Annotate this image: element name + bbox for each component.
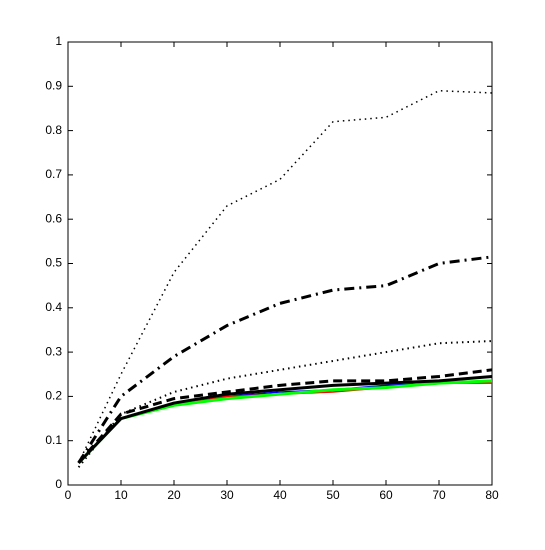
y-tick-label: 0.6 xyxy=(45,211,62,225)
x-tick-label: 60 xyxy=(379,488,393,502)
y-tick-label: 0.2 xyxy=(45,389,62,403)
y-tick-label: 0 xyxy=(55,477,62,491)
y-tick-label: 0.7 xyxy=(45,167,62,181)
line-series xyxy=(77,255,493,464)
y-tick-label: 0.3 xyxy=(45,344,62,358)
plot-box xyxy=(67,41,493,486)
y-tick-label: 1 xyxy=(55,34,62,48)
x-tick-label: 80 xyxy=(485,488,499,502)
x-tick-label: 0 xyxy=(65,488,72,502)
line-series xyxy=(77,340,493,468)
x-tick-label: 20 xyxy=(167,488,181,502)
x-tick-label: 10 xyxy=(114,488,128,502)
y-tick-label: 0.4 xyxy=(45,300,62,314)
x-tick-label: 50 xyxy=(326,488,340,502)
line-series xyxy=(77,368,493,464)
x-tick-label: 70 xyxy=(432,488,446,502)
x-tick-label: 30 xyxy=(220,488,234,502)
y-tick-label: 0.5 xyxy=(45,256,62,270)
line-series xyxy=(77,374,493,464)
y-tick-label: 0.1 xyxy=(45,433,62,447)
y-tick-label: 0.9 xyxy=(45,78,62,92)
x-tick-label: 40 xyxy=(273,488,287,502)
line-series xyxy=(77,379,493,464)
y-tick-label: 0.8 xyxy=(45,123,62,137)
line-series xyxy=(77,89,493,464)
